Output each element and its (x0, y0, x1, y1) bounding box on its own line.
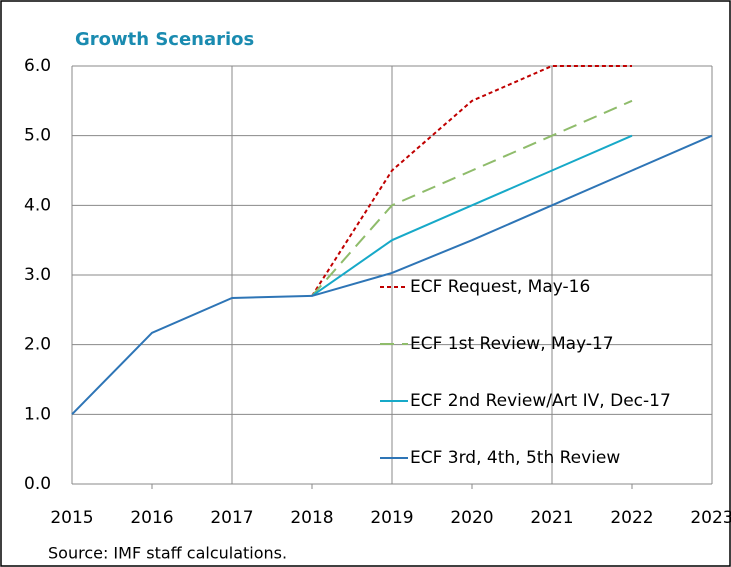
legend-label: ECF 3rd, 4th, 5th Review (410, 448, 620, 468)
y-tick-label: 3.0 (24, 265, 51, 285)
series-line (311, 134, 633, 297)
x-tick-label: 2022 (610, 508, 653, 528)
legend-label: ECF Request, May-16 (410, 277, 590, 297)
series-line (311, 99, 633, 297)
y-tick-label: 6.0 (24, 56, 51, 76)
source-note: Source: IMF staff calculations. (48, 544, 287, 563)
legend-label: ECF 2nd Review/Art IV, Dec-17 (410, 391, 671, 411)
x-tick-label: 2020 (450, 508, 493, 528)
x-tick-label: 2016 (130, 508, 173, 528)
x-tick-label: 2023 (690, 508, 731, 528)
x-tick-label: 2015 (50, 508, 93, 528)
y-tick-label: 2.0 (24, 335, 51, 355)
y-tick-label: 0.0 (24, 474, 51, 494)
series-line (71, 134, 713, 416)
x-tick-label: 2017 (210, 508, 253, 528)
y-tick-label: 1.0 (24, 404, 51, 424)
chart-title: Growth Scenarios (75, 29, 254, 50)
x-tick-label: 2018 (290, 508, 333, 528)
y-tick-label: 5.0 (24, 126, 51, 146)
x-tick-label: 2021 (530, 508, 573, 528)
legend-label: ECF 1st Review, May-17 (410, 334, 614, 354)
series-line (311, 65, 632, 297)
x-tick-label: 2019 (370, 508, 413, 528)
y-tick-label: 4.0 (24, 195, 51, 215)
